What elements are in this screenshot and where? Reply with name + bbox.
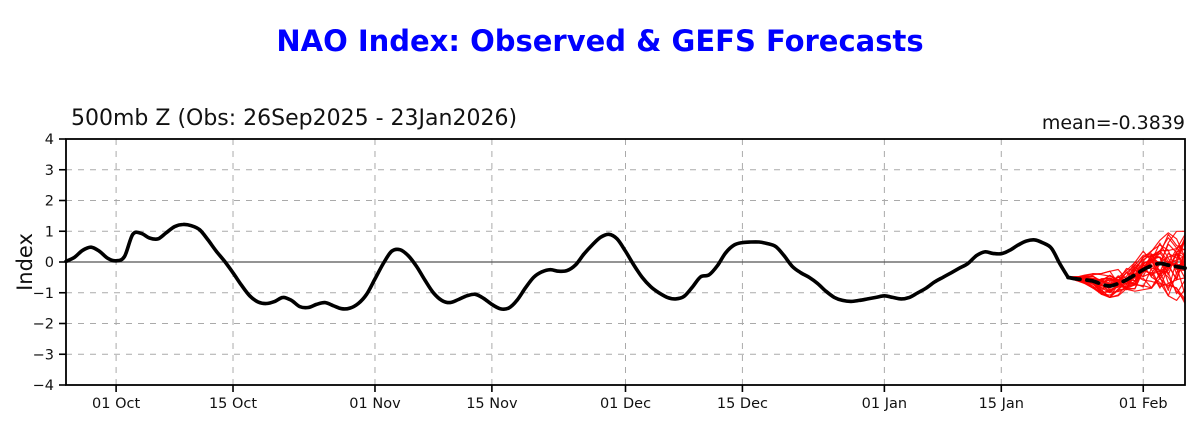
ensemble-member-line	[1067, 270, 1186, 304]
forecast-mean-line	[1066, 261, 1187, 288]
x-axis-tick-label: 01 Jan	[862, 396, 907, 412]
x-axis-tick-label: 15 Jan	[979, 396, 1024, 412]
x-axis-tick-label: 01 Oct	[92, 396, 140, 412]
chart-subtitle: 500mb Z (Obs: 26Sep2025 - 23Jan2026)	[71, 106, 518, 131]
chart-title: NAO Index: Observed & GEFS Forecasts	[276, 24, 924, 58]
y-axis-tick-label: −2	[33, 317, 54, 333]
y-axis-tick-label: 4	[45, 132, 54, 148]
y-axis-tick-label: 0	[45, 255, 54, 271]
y-axis-tick-label: −3	[33, 347, 54, 363]
ensemble-member-line	[1068, 234, 1186, 286]
x-axis-tick-label: 15 Dec	[717, 396, 768, 412]
x-axis-tick-label: 15 Oct	[209, 396, 257, 412]
y-axis-tick-label: 2	[45, 194, 54, 210]
y-axis-tick-label: 3	[45, 163, 54, 179]
x-axis-tick-label: 15 Nov	[466, 396, 518, 412]
y-axis-tick-label: 1	[45, 224, 54, 240]
forecast-mean-value-label: mean=-0.3839	[1041, 112, 1185, 134]
observed-line	[64, 222, 1070, 311]
ensemble-member-line	[1067, 239, 1186, 293]
x-axis-tick-label: 01 Feb	[1119, 396, 1168, 412]
x-axis-tick-label: 01 Dec	[600, 396, 651, 412]
x-axis-tick-label: 01 Nov	[349, 396, 401, 412]
y-axis-tick-label: −4	[33, 378, 54, 394]
y-axis-tick-label: −1	[33, 286, 54, 302]
